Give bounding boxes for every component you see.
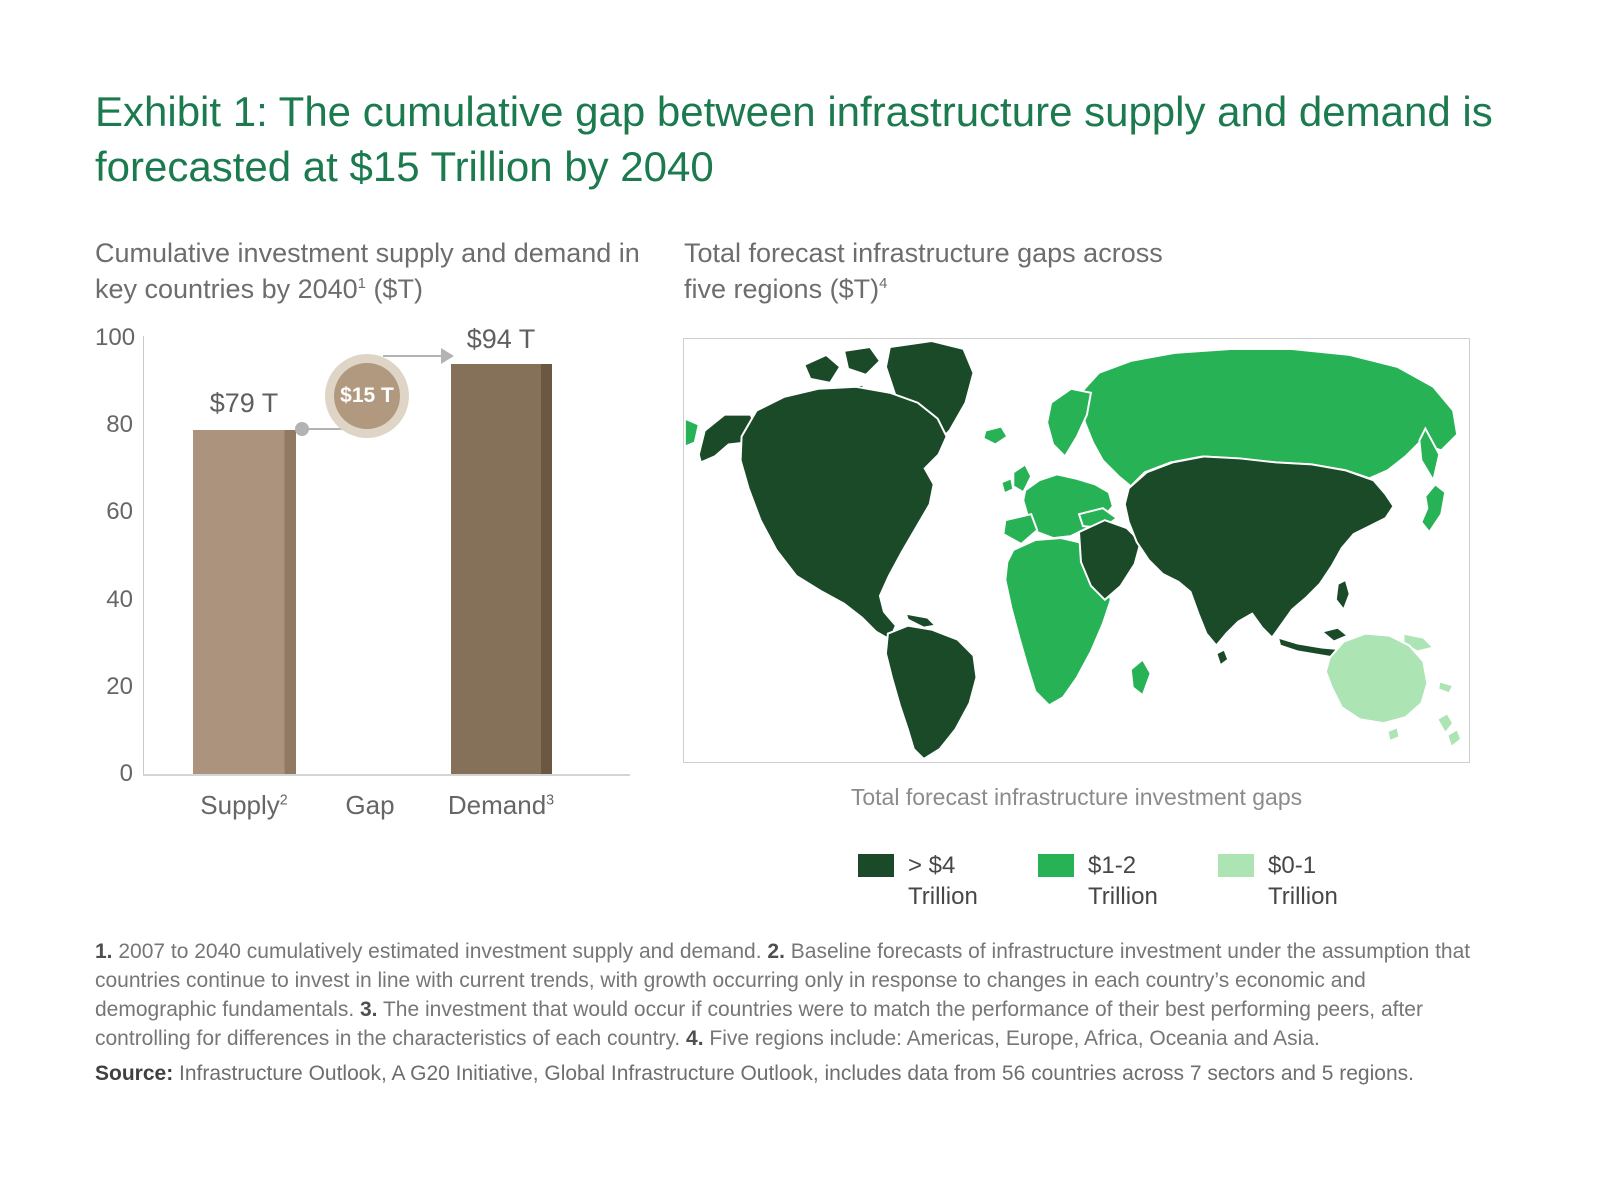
y-axis-line bbox=[143, 336, 144, 774]
region-new-zealand-south bbox=[1446, 727, 1463, 749]
category-label-gap: Gap bbox=[345, 790, 395, 820]
legend-label-line1: $0-1 bbox=[1268, 852, 1317, 879]
legend-label-line1: > $4 bbox=[908, 852, 956, 879]
legend-item-1-2t: $1-2 Trillion bbox=[1038, 850, 1170, 912]
footnote-text-4: Five regions include: Americas, Europe, … bbox=[703, 1026, 1320, 1050]
supply-demand-bar-chart: 100 80 60 40 20 0 $79 T $94 T $15 T Sup bbox=[95, 324, 640, 838]
region-madagascar bbox=[1129, 657, 1152, 697]
category-label-demand: Demand3 bbox=[447, 790, 555, 820]
legend-label-line2: Trillion bbox=[908, 883, 978, 911]
region-canadian-islands-1 bbox=[802, 353, 842, 384]
connector-line-demand bbox=[383, 355, 443, 357]
footnote-number-2: 2. bbox=[767, 940, 785, 963]
source-line: Source: Infrastructure Outlook, A G20 In… bbox=[95, 1062, 1485, 1086]
y-tick-100: 100 bbox=[95, 324, 136, 351]
footnote-ref-2: 2 bbox=[279, 792, 288, 809]
region-middle-east bbox=[1077, 519, 1142, 602]
legend-label-line2: Trillion bbox=[1268, 883, 1338, 911]
region-new-zealand-north bbox=[1435, 711, 1455, 735]
world-map-svg bbox=[684, 339, 1463, 761]
gap-value-label: $15 T bbox=[340, 384, 394, 407]
legend-swatch-light-green bbox=[1218, 854, 1254, 877]
y-tick-60: 60 bbox=[106, 498, 133, 525]
y-tick-20: 20 bbox=[106, 673, 133, 700]
region-scandinavia bbox=[1046, 387, 1093, 459]
footnote-text-1: 2007 to 2040 cumulatively estimated inve… bbox=[112, 940, 768, 963]
map-subtitle: Total forecast infrastructure gaps acros… bbox=[684, 236, 1164, 307]
region-kamchatka bbox=[1418, 426, 1441, 483]
region-asia bbox=[1123, 455, 1395, 648]
region-north-america bbox=[739, 385, 948, 641]
region-canadian-islands-2 bbox=[842, 345, 882, 376]
world-map bbox=[683, 338, 1470, 763]
footnote-text-2: Baseline forecasts of infrastructure inv… bbox=[95, 940, 1471, 1021]
legend-swatch-medium-green bbox=[1038, 854, 1074, 877]
connector-dot bbox=[295, 422, 309, 436]
region-australia bbox=[1324, 632, 1429, 725]
supply-bar bbox=[193, 429, 296, 774]
region-sri-lanka bbox=[1215, 648, 1230, 668]
connector-arrow-icon bbox=[441, 348, 454, 364]
source-label: Source: bbox=[95, 1062, 174, 1085]
legend-item-0-1t: $0-1 Trillion bbox=[1218, 850, 1350, 912]
footnotes: 1. 2007 to 2040 cumulatively estimated i… bbox=[95, 938, 1485, 1054]
legend-label-line2: Trillion bbox=[1088, 883, 1158, 911]
supply-value-label: $79 T bbox=[209, 388, 279, 418]
gap-bubble-ring: $15 T bbox=[325, 354, 409, 438]
region-chukotka-sliver bbox=[684, 417, 700, 448]
x-axis-line bbox=[143, 774, 630, 776]
region-south-america bbox=[884, 624, 978, 761]
legend-label-line1: $1-2 bbox=[1088, 852, 1137, 879]
legend-swatch-dark-green bbox=[858, 854, 894, 877]
footnote-ref-1: 1 bbox=[357, 275, 366, 292]
legend-item-over-4t: > $4 Trillion bbox=[858, 850, 990, 912]
footnote-number-3: 3. bbox=[360, 997, 378, 1021]
region-iberia bbox=[1002, 513, 1039, 546]
demand-bar bbox=[451, 364, 552, 774]
source-text: Infrastructure Outlook, A G20 Initiative… bbox=[173, 1062, 1414, 1085]
region-iceland bbox=[982, 425, 1009, 446]
region-borneo bbox=[1319, 626, 1350, 643]
footnote-ref-4: 4 bbox=[879, 275, 888, 292]
region-ireland bbox=[1000, 476, 1015, 495]
bar-chart-subtitle-unit: ($T) bbox=[365, 273, 423, 304]
y-tick-40: 40 bbox=[106, 586, 133, 613]
region-russia-north-asia bbox=[1077, 347, 1459, 488]
demand-value-label: $94 T bbox=[466, 324, 536, 354]
region-pacific-islands bbox=[1437, 680, 1455, 695]
map-subtitle-text: Total forecast infrastructure gaps acros… bbox=[684, 238, 1163, 304]
bar-chart-subtitle: Cumulative investment supply and demand … bbox=[95, 236, 650, 307]
footnote-text-3: The investment that would occur if count… bbox=[95, 997, 1423, 1050]
footnote-ref-3: 3 bbox=[546, 792, 555, 809]
footnote-number-1: 1. bbox=[95, 940, 113, 963]
y-tick-0: 0 bbox=[119, 760, 133, 787]
y-tick-80: 80 bbox=[106, 411, 133, 438]
footnote-number-4: 4. bbox=[686, 1026, 704, 1050]
page-title: Exhibit 1: The cumulative gap between in… bbox=[95, 88, 1493, 191]
connector-line-supply bbox=[300, 428, 344, 430]
region-japan bbox=[1420, 482, 1447, 534]
category-label-supply: Supply2 bbox=[200, 790, 288, 820]
map-caption: Total forecast infrastructure investment… bbox=[850, 784, 1303, 810]
region-caribbean bbox=[904, 612, 938, 629]
bar-chart-subtitle-text: Cumulative investment supply and demand … bbox=[95, 238, 640, 304]
gap-bubble: $15 T bbox=[334, 363, 400, 429]
region-philippines bbox=[1334, 578, 1351, 612]
map-legend: > $4 Trillion $1-2 Trillion $0-1 Trillio… bbox=[858, 850, 1350, 912]
bar-chart-plot-area: 100 80 60 40 20 0 $79 T $94 T $15 T bbox=[95, 324, 640, 787]
region-tasmania bbox=[1386, 725, 1401, 743]
